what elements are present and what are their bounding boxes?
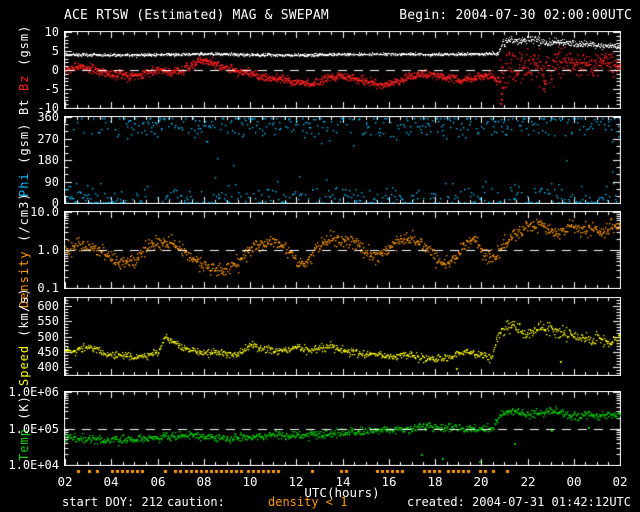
y-tick-label-speed: 500 — [37, 330, 59, 344]
y-axis-title-part: Bz — [17, 74, 31, 91]
panel-density-canvas — [64, 211, 621, 289]
y-tick-label-speed: 550 — [37, 314, 59, 328]
y-axis-title-phi: Phi (gsm) — [15, 116, 33, 204]
y-tick-label-speed: 600 — [37, 299, 59, 313]
x-tick-label: 08 — [196, 474, 212, 489]
x-tick-label: 22 — [520, 474, 536, 489]
footer-caution-label: caution: — [167, 495, 225, 509]
panel-speed-canvas — [64, 297, 621, 376]
y-axis-title-part: (gsm) — [17, 122, 31, 173]
y-tick-label-speed: 400 — [37, 360, 59, 374]
x-tick-label: 02 — [57, 474, 73, 489]
y-tick-label-density: 1.0 — [37, 243, 59, 257]
y-axis-title-part: Speed — [17, 344, 31, 386]
x-tick-label: 18 — [427, 474, 443, 489]
y-tick-label-phi: 360 — [37, 110, 59, 124]
y-tick-label-bt-bz: 0 — [51, 63, 59, 77]
y-tick-label-phi: 180 — [37, 153, 59, 167]
x-tick-label: 06 — [150, 474, 166, 489]
y-tick-label-temp: 1.0E+05 — [8, 422, 59, 436]
y-tick-label-speed: 450 — [37, 345, 59, 359]
y-axis-title-bt-bz: Bt Bz (gsm) — [15, 25, 33, 116]
y-axis-title-density: Density (/cm3) — [15, 192, 33, 307]
y-tick-label-density: 10.0 — [30, 205, 59, 219]
y-tick-label-phi: 0 — [51, 196, 59, 210]
x-tick-label: 20 — [473, 474, 489, 489]
page-title: ACE RTSW (Estimated) MAG & SWEPAM — [64, 8, 329, 23]
footer-caution-value: density < 1 — [268, 495, 348, 509]
y-axis-title-speed: Speed (km/s) — [15, 287, 33, 386]
y-tick-label-phi: 270 — [37, 132, 59, 146]
y-tick-label-phi: 90 — [44, 175, 59, 189]
y-tick-label-bt-bz: -10 — [37, 101, 59, 115]
y-tick-label-temp: 1.0E+04 — [8, 458, 59, 472]
y-axis-title-part: Bt — [17, 90, 31, 116]
x-tick-label: 14 — [335, 474, 351, 489]
panel-temp-canvas — [64, 391, 621, 466]
y-axis-title-part: (/cm3) — [17, 192, 31, 250]
y-axis-title-part: (km/s) — [17, 287, 31, 345]
x-tick-label: 16 — [381, 474, 397, 489]
x-axis-title: UTC(hours) — [304, 485, 380, 500]
panel-bt-bz-canvas — [64, 31, 621, 109]
x-tick-label: 10 — [242, 474, 258, 489]
caution-marks-strip — [64, 470, 621, 474]
footer-start-doy: start DOY: 212 — [62, 495, 164, 509]
y-tick-label-temp: 1.0E+06 — [8, 385, 59, 399]
y-axis-title-part: (gsm) — [17, 24, 31, 75]
y-tick-label-bt-bz: -5 — [44, 82, 59, 96]
y-tick-label-density: 0.1 — [37, 281, 59, 295]
y-tick-label-bt-bz: 5 — [51, 44, 59, 58]
y-tick-label-bt-bz: 10 — [44, 25, 59, 39]
x-tick-label: 02 — [612, 474, 628, 489]
x-tick-label: 12 — [288, 474, 304, 489]
footer-created-timestamp: created: 2004-07-31 01:42:12UTC — [407, 495, 631, 509]
x-tick-label: 04 — [103, 474, 119, 489]
begin-timestamp: Begin: 2004-07-30 02:00:00UTC — [399, 8, 632, 23]
panel-phi-canvas — [64, 116, 621, 204]
x-tick-label: 00 — [566, 474, 582, 489]
